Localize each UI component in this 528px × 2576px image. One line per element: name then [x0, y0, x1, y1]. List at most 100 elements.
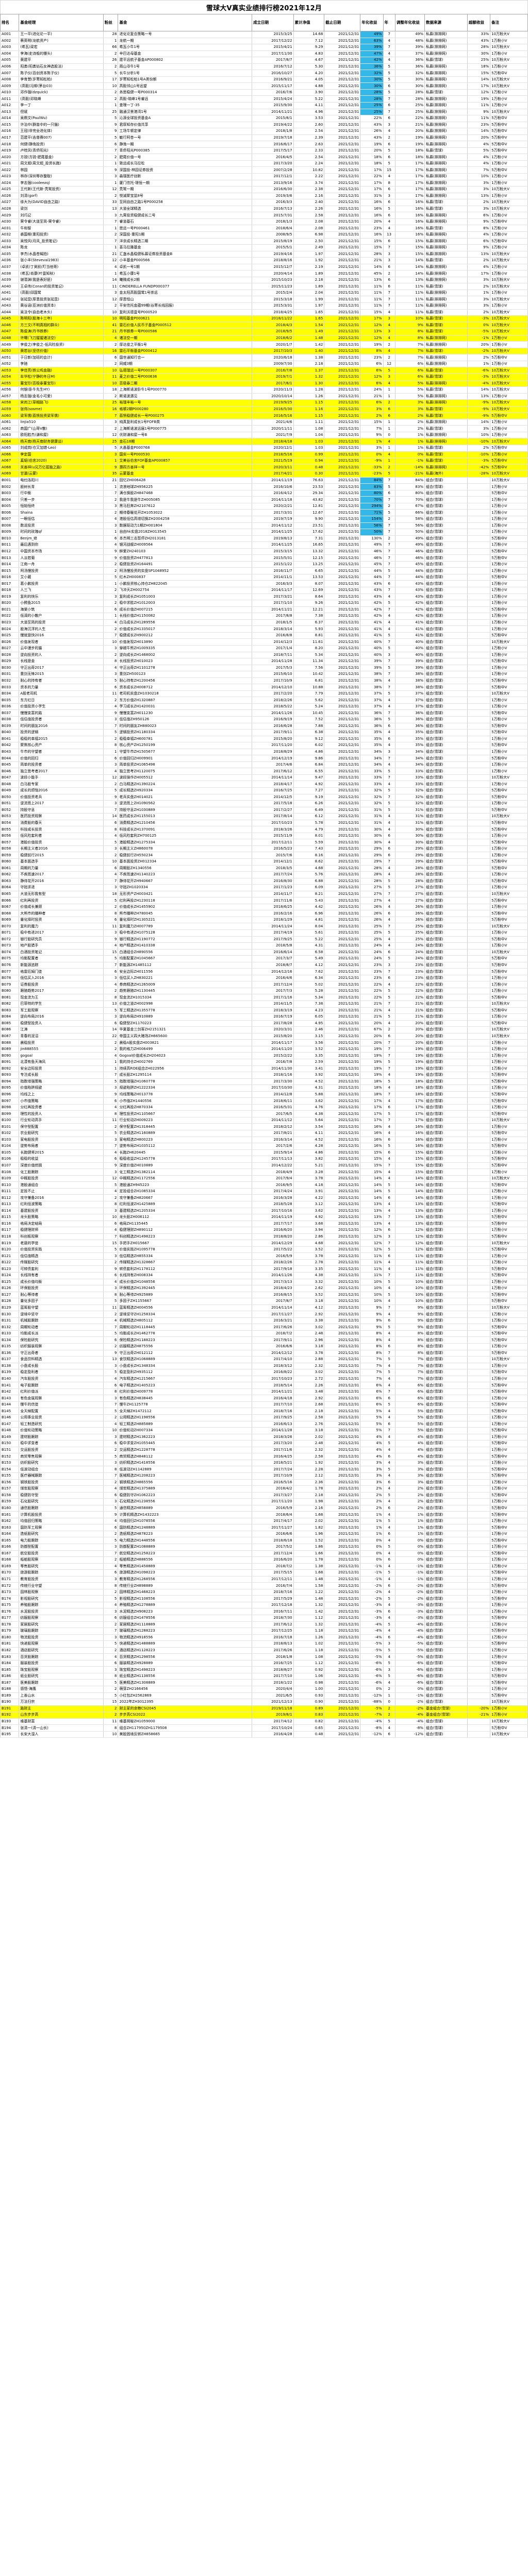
- cell-adjusted[interactable]: 2%: [394, 1498, 425, 1505]
- cell-fund[interactable]: 医药成长ZH1155013: [118, 813, 253, 820]
- cell-note[interactable]: 1万粉小V: [490, 748, 528, 756]
- cell-fans[interactable]: 4: [103, 1375, 119, 1383]
- cell-established[interactable]: 2017/3/31: [252, 509, 294, 516]
- cell-fund[interactable]: 小丰基金P000566: [118, 257, 253, 264]
- cell-fund[interactable]: 船舶精选ZH888556: [118, 1556, 253, 1564]
- cell-established[interactable]: 2016/4/6: [252, 974, 294, 982]
- cell-note[interactable]: 1万粉小V: [490, 593, 528, 601]
- cell-adjusted[interactable]: 14%: [394, 1181, 425, 1189]
- cell-rank[interactable]: B154: [0, 1466, 20, 1473]
- cell-years[interactable]: 1: [383, 393, 395, 400]
- cell-annualized[interactable]: -7%: [360, 1711, 384, 1719]
- cell-fund[interactable]: 保险精选ZH1188223: [118, 1336, 253, 1344]
- cell-adjusted[interactable]: 28%: [394, 89, 425, 96]
- cell-nav[interactable]: 1.12: [293, 1615, 325, 1622]
- cell-adjusted[interactable]: 15%: [394, 1168, 425, 1176]
- cell-adjusted[interactable]: -4%: [394, 1634, 425, 1641]
- cell-years[interactable]: 3: [383, 961, 395, 969]
- cell-excess[interactable]: 4%: [467, 160, 491, 167]
- cell-manager[interactable]: 地产股猎手: [19, 942, 104, 950]
- cell-excess[interactable]: [467, 684, 491, 691]
- cell-note[interactable]: 10万粉大V: [490, 31, 528, 38]
- cell-manager[interactable]: 静待花开2016: [19, 877, 104, 885]
- cell-established[interactable]: 2019/7/1: [252, 374, 294, 381]
- cell-years[interactable]: 6: [383, 141, 395, 148]
- cell-rank[interactable]: B159: [0, 1498, 20, 1505]
- cell-rank[interactable]: A013: [0, 108, 20, 116]
- cell-fund[interactable]: 独立思考ZH1120075: [118, 768, 253, 775]
- cell-annualized[interactable]: 37%: [360, 697, 384, 704]
- cell-source[interactable]: 组合(雪球): [424, 1084, 468, 1092]
- cell-years[interactable]: 7: [383, 573, 395, 581]
- cell-years[interactable]: 4: [383, 1336, 395, 1344]
- cell-adjusted[interactable]: 44%: [394, 573, 425, 581]
- cell-manager[interactable]: 长安大湿人: [19, 1731, 104, 1738]
- cell-rank[interactable]: B117: [0, 1227, 20, 1234]
- cell-nav[interactable]: 1.15: [293, 399, 325, 406]
- cell-years[interactable]: 5: [383, 470, 395, 478]
- cell-established[interactable]: 2017/12/1: [252, 173, 294, 180]
- cell-rank[interactable]: B033: [0, 684, 20, 691]
- cell-end-date[interactable]: 2021/12/31: [324, 1259, 361, 1266]
- cell-years[interactable]: 6: [383, 186, 395, 193]
- cell-adjusted[interactable]: -1%: [394, 1569, 425, 1577]
- cell-source[interactable]: 私募(排排网): [424, 141, 468, 148]
- cell-end-date[interactable]: 2021/12/31: [324, 283, 361, 290]
- cell-nav[interactable]: 12.21: [293, 606, 325, 614]
- cell-end-date[interactable]: 2021/12/31: [324, 800, 361, 807]
- cell-source[interactable]: 私募(雪球): [424, 199, 468, 206]
- cell-source[interactable]: 组合(雪球): [424, 1699, 468, 1706]
- cell-note[interactable]: 1万粉小V: [490, 225, 528, 232]
- cell-fans[interactable]: 5: [103, 1408, 119, 1415]
- cell-nav[interactable]: 17.62: [293, 529, 325, 536]
- cell-end-date[interactable]: 2021/12/31: [324, 464, 361, 471]
- cell-manager[interactable]: 耐心等待者: [19, 1291, 104, 1299]
- cell-end-date[interactable]: 2021/12/31: [324, 1692, 361, 1700]
- cell-manager[interactable]: 深度价值挖掘: [19, 1162, 104, 1170]
- cell-established[interactable]: 2015/11/9: [252, 832, 294, 840]
- cell-excess[interactable]: [467, 1569, 491, 1577]
- cell-source[interactable]: 组合(雪球): [424, 1382, 468, 1389]
- cell-fans[interactable]: 3: [103, 671, 119, 678]
- cell-annualized[interactable]: 17%: [360, 1116, 384, 1124]
- cell-established[interactable]: 2017/3/13: [252, 1278, 294, 1286]
- cell-nav[interactable]: 2.58: [293, 1414, 325, 1421]
- cell-fans[interactable]: 3: [103, 645, 119, 652]
- cell-manager[interactable]: 均值回归策略: [19, 1517, 104, 1525]
- cell-note[interactable]: 5万粉中V: [490, 1569, 528, 1577]
- cell-nav[interactable]: 3.35: [293, 1052, 325, 1059]
- cell-source[interactable]: 私募(排排网): [424, 37, 468, 45]
- table-row[interactable]: A038 (希瓦)肖康(叶壹知秋) 1 希瓦小康1号 2020/4/14 1.89 2021…: [0, 270, 528, 277]
- cell-note[interactable]: 1万粉小V: [490, 1362, 528, 1370]
- cell-annualized[interactable]: 17%: [360, 1110, 384, 1117]
- table-row[interactable]: B061 周期的力量 6 周期股ZH1340556 2018/3/5 4.68 2021/1…: [0, 865, 528, 872]
- cell-established[interactable]: 2018/2/26: [252, 1259, 294, 1266]
- cell-annualized[interactable]: 39%: [360, 664, 384, 672]
- cell-adjusted[interactable]: 2%: [394, 1492, 425, 1499]
- cell-fans[interactable]: 7: [103, 1550, 119, 1557]
- cell-established[interactable]: 2015/8/20: [252, 1032, 294, 1040]
- cell-excess[interactable]: [467, 1330, 491, 1337]
- cell-fund[interactable]: 格顿2期P000280: [118, 405, 253, 413]
- cell-fans[interactable]: 8: [103, 910, 119, 917]
- cell-years[interactable]: 7: [383, 541, 395, 549]
- cell-manager[interactable]: 复利的快乐: [19, 593, 104, 601]
- cell-end-date[interactable]: 2021/12/31: [324, 1420, 361, 1428]
- cell-note[interactable]: 1万粉小V: [490, 625, 528, 633]
- cell-note[interactable]: 1万粉小V: [490, 244, 528, 251]
- table-row[interactable]: B155 医疗器械跟踪 7 医械精选ZH1208223 2017/10/9 2.12 202…: [0, 1472, 528, 1480]
- cell-note[interactable]: 1万粉小V: [490, 1252, 528, 1260]
- cell-fund[interactable]: 青侨阳光P000385: [118, 147, 253, 155]
- cell-adjusted[interactable]: 13%: [394, 1220, 425, 1228]
- cell-years[interactable]: 4: [383, 128, 395, 135]
- cell-source[interactable]: 组合(雪球): [424, 1440, 468, 1447]
- cell-annualized[interactable]: 23%: [360, 225, 384, 232]
- cell-excess[interactable]: -28%: [467, 470, 491, 478]
- cell-rank[interactable]: B103: [0, 1136, 20, 1144]
- cell-fund[interactable]: 纺织精选ZH1418556: [118, 1459, 253, 1467]
- cell-excess[interactable]: [467, 619, 491, 626]
- cell-fund[interactable]: 长线持有ZH008334: [118, 1272, 253, 1279]
- cell-manager[interactable]: 青春的泥沼: [19, 1032, 104, 1040]
- cell-years[interactable]: 5: [383, 1595, 395, 1602]
- cell-end-date[interactable]: 2021/12/31: [324, 1608, 361, 1615]
